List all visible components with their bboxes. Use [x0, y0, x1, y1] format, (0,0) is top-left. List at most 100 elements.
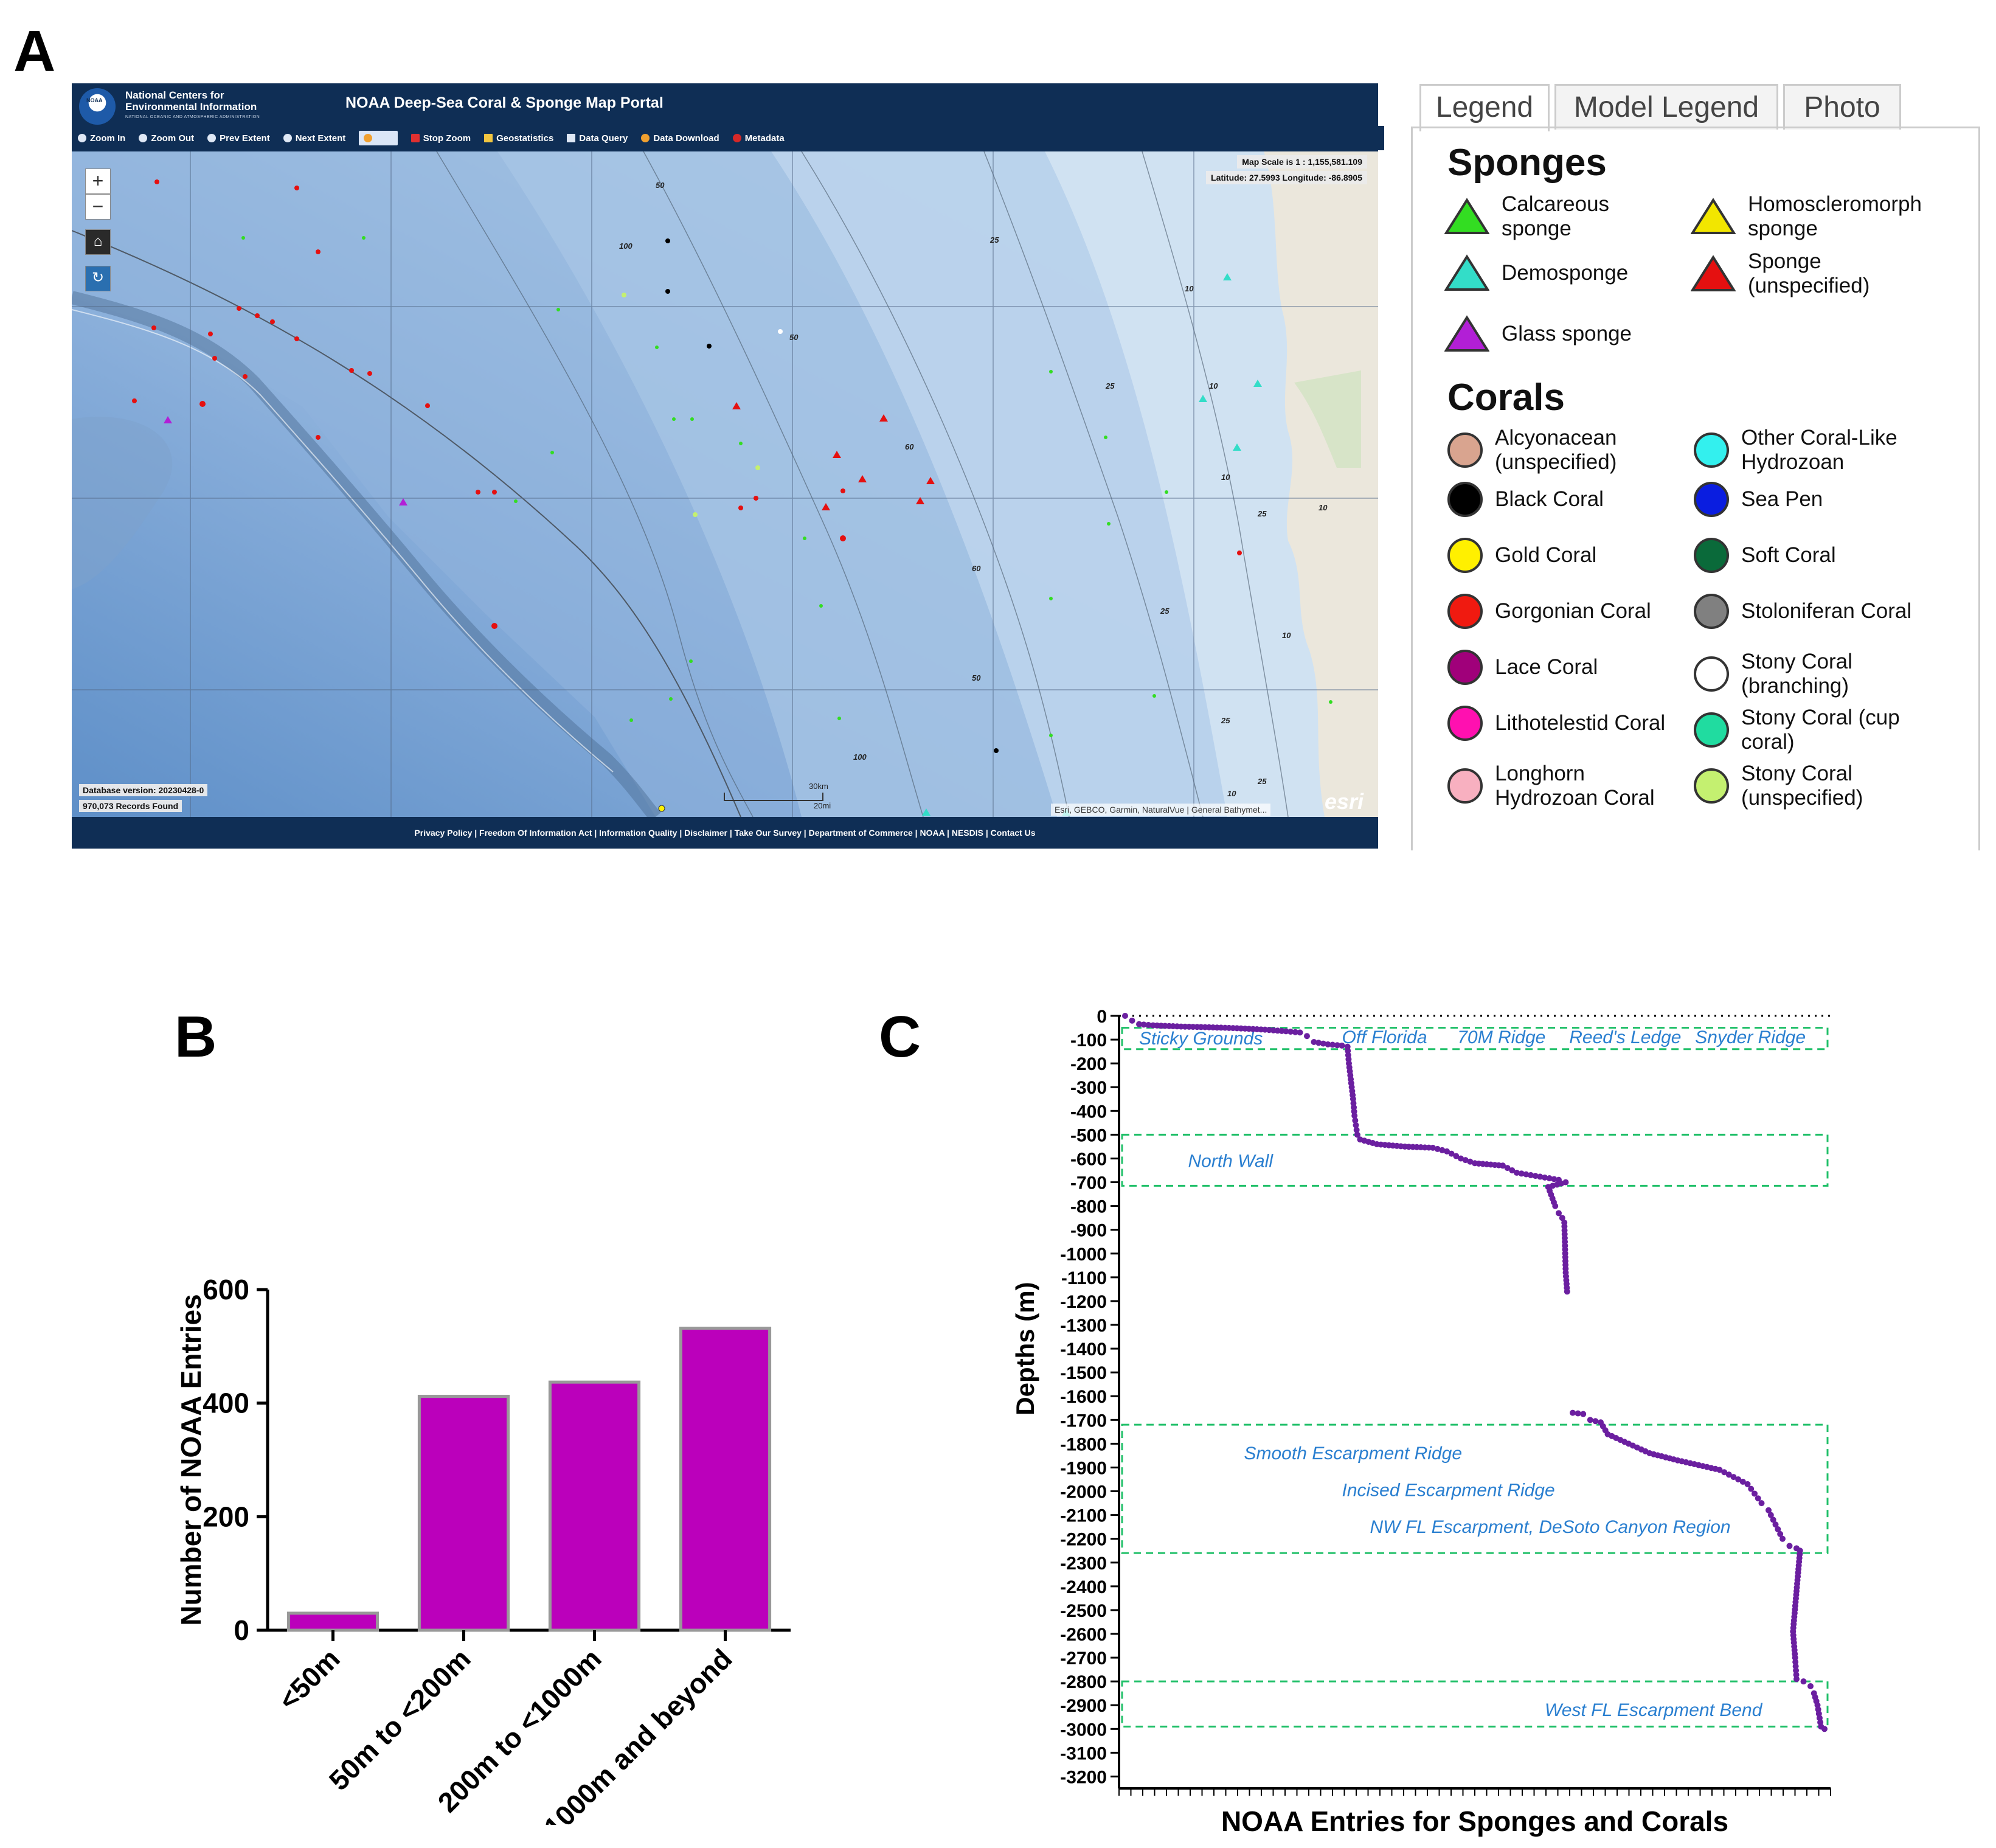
- contour-label: 60: [905, 442, 914, 451]
- depth-point: [1748, 1485, 1755, 1492]
- demosponge-marker: [1233, 443, 1241, 451]
- depth-point: [1821, 1726, 1828, 1732]
- calcareous-marker: [1165, 490, 1168, 494]
- zoom-in-button[interactable]: +: [85, 168, 111, 194]
- seamount: [72, 417, 173, 589]
- y-tick-label: 0: [234, 1614, 249, 1646]
- corals-heading: Corals: [1447, 377, 1565, 419]
- gorgonian-marker: [255, 313, 260, 318]
- contour-label: 10: [1282, 631, 1291, 640]
- y-tick-label: -3200: [1060, 1767, 1107, 1787]
- depth-point: [1739, 1478, 1746, 1485]
- depth-point: [1755, 1495, 1761, 1502]
- y-tick-label: -900: [1070, 1221, 1107, 1241]
- refresh-button[interactable]: ↻: [85, 266, 111, 291]
- zoom-out-button[interactable]: −: [85, 194, 111, 220]
- gorgonian-marker: [237, 306, 241, 311]
- black-coral-marker: [665, 289, 670, 294]
- depth-point: [1779, 1535, 1786, 1542]
- y-tick-label: 200: [203, 1501, 249, 1532]
- y-tick-label: -2900: [1060, 1696, 1107, 1716]
- coral-swatch-icon: [1447, 706, 1483, 741]
- glass-sponge-marker: [164, 416, 172, 423]
- tab-photo[interactable]: Photo: [1783, 84, 1901, 130]
- map-canvas[interactable]: 50 100 25 10 50 25 10 25 10 10 60 50 25 …: [72, 151, 1378, 817]
- y-tick-label: -400: [1070, 1102, 1107, 1122]
- data-download-tool[interactable]: Data Download: [641, 133, 719, 144]
- coral-swatch-icon: [1447, 482, 1483, 517]
- depth-point: [1546, 1175, 1553, 1182]
- depth-point: [1770, 1516, 1776, 1523]
- gold-coral-marker: [658, 805, 665, 812]
- contour-label: 25: [1221, 716, 1230, 725]
- stony-unspecified-marker: [693, 512, 698, 517]
- coral-swatch-icon: [1447, 538, 1483, 573]
- legend-item: Alcyonacean (unspecified): [1447, 426, 1691, 474]
- depth-point: [1283, 1028, 1289, 1035]
- tool-label: Pan: [376, 133, 393, 144]
- depth-point: [1467, 1158, 1474, 1165]
- legend-item: Stony Coral (cup coral): [1694, 706, 1961, 754]
- gorgonian-marker: [212, 356, 217, 361]
- region-label: Incised Escarpment Ridge: [1342, 1481, 1555, 1501]
- legend-item: Black Coral: [1447, 482, 1691, 517]
- metadata-tool[interactable]: Metadata: [732, 133, 785, 144]
- glass-sponge-marker: [399, 498, 407, 505]
- y-tick-label: -2200: [1060, 1530, 1107, 1550]
- depth-point: [1716, 1467, 1723, 1473]
- region-box: [1121, 1423, 1829, 1554]
- depth-point: [1462, 1157, 1469, 1164]
- calcareous-marker: [1152, 694, 1156, 698]
- triangle-swatch: [1691, 198, 1736, 234]
- legend-item: Gold Coral: [1447, 538, 1691, 573]
- depth-point: [1807, 1683, 1814, 1689]
- legend-item: Stony Coral (branching): [1694, 650, 1961, 698]
- zoom-out-tool[interactable]: Zoom Out: [139, 133, 194, 144]
- region-label: Sticky Grounds: [1139, 1029, 1263, 1049]
- legend-item: Calcareous sponge: [1444, 192, 1675, 241]
- demosponge-icon: [1444, 254, 1489, 291]
- region-label: Smooth Escarpment Ridge: [1244, 1443, 1463, 1464]
- portal-footer[interactable]: Privacy Policy | Freedom Of Information …: [72, 817, 1378, 849]
- calcareous-marker: [689, 659, 693, 663]
- tab-legend[interactable]: Legend: [1419, 84, 1550, 131]
- depth-point: [1352, 1117, 1359, 1124]
- legend-item: Demosponge: [1444, 254, 1675, 292]
- tab-model-legend[interactable]: Model Legend: [1554, 84, 1778, 130]
- next-extent-tool[interactable]: Next Extent: [283, 133, 345, 144]
- legend-frame: [1411, 127, 1980, 850]
- bar-1: [417, 1394, 510, 1632]
- stony-unspecified-marker: [622, 293, 626, 297]
- contour-label: 50: [972, 673, 981, 683]
- org-subtitle: NATIONAL OCEANIC AND ATMOSPHERIC ADMINIS…: [125, 115, 260, 119]
- zoom-in-tool[interactable]: Zoom In: [78, 133, 125, 144]
- sponge-marker: [858, 475, 867, 482]
- geostatistics-tool[interactable]: Geostatistics: [484, 133, 553, 144]
- stop-zoom-tool[interactable]: Stop Zoom: [411, 133, 471, 144]
- gorgonian-marker: [476, 490, 480, 495]
- x-tick-label: <50m: [272, 1642, 346, 1716]
- prev-extent-tool[interactable]: Prev Extent: [207, 133, 270, 144]
- calcareous-marker: [1049, 734, 1053, 737]
- sponge-marker: [926, 477, 935, 484]
- escarpment: [72, 291, 661, 817]
- region-label: Off Florida: [1342, 1027, 1427, 1047]
- pan-tool[interactable]: Pan: [359, 131, 398, 145]
- data-query-tool[interactable]: Data Query: [567, 133, 628, 144]
- calcareous-marker: [672, 417, 676, 421]
- home-button[interactable]: ⌂: [85, 229, 111, 255]
- legend-item: Lithotelestid Coral: [1447, 706, 1691, 741]
- calcareous-marker: [1104, 436, 1107, 439]
- region-label: North Wall: [1188, 1151, 1274, 1171]
- depth-point: [1351, 1113, 1358, 1119]
- depth-point: [1504, 1165, 1511, 1172]
- contour-line: [983, 151, 1204, 817]
- magnifier-icon: [207, 134, 217, 142]
- depth-point: [1292, 1029, 1298, 1035]
- calcareous-marker: [739, 442, 743, 445]
- gorgonian-marker: [492, 490, 497, 495]
- depth-point: [1304, 1033, 1310, 1040]
- depth-point: [1735, 1476, 1742, 1482]
- depth-point: [1136, 1021, 1142, 1027]
